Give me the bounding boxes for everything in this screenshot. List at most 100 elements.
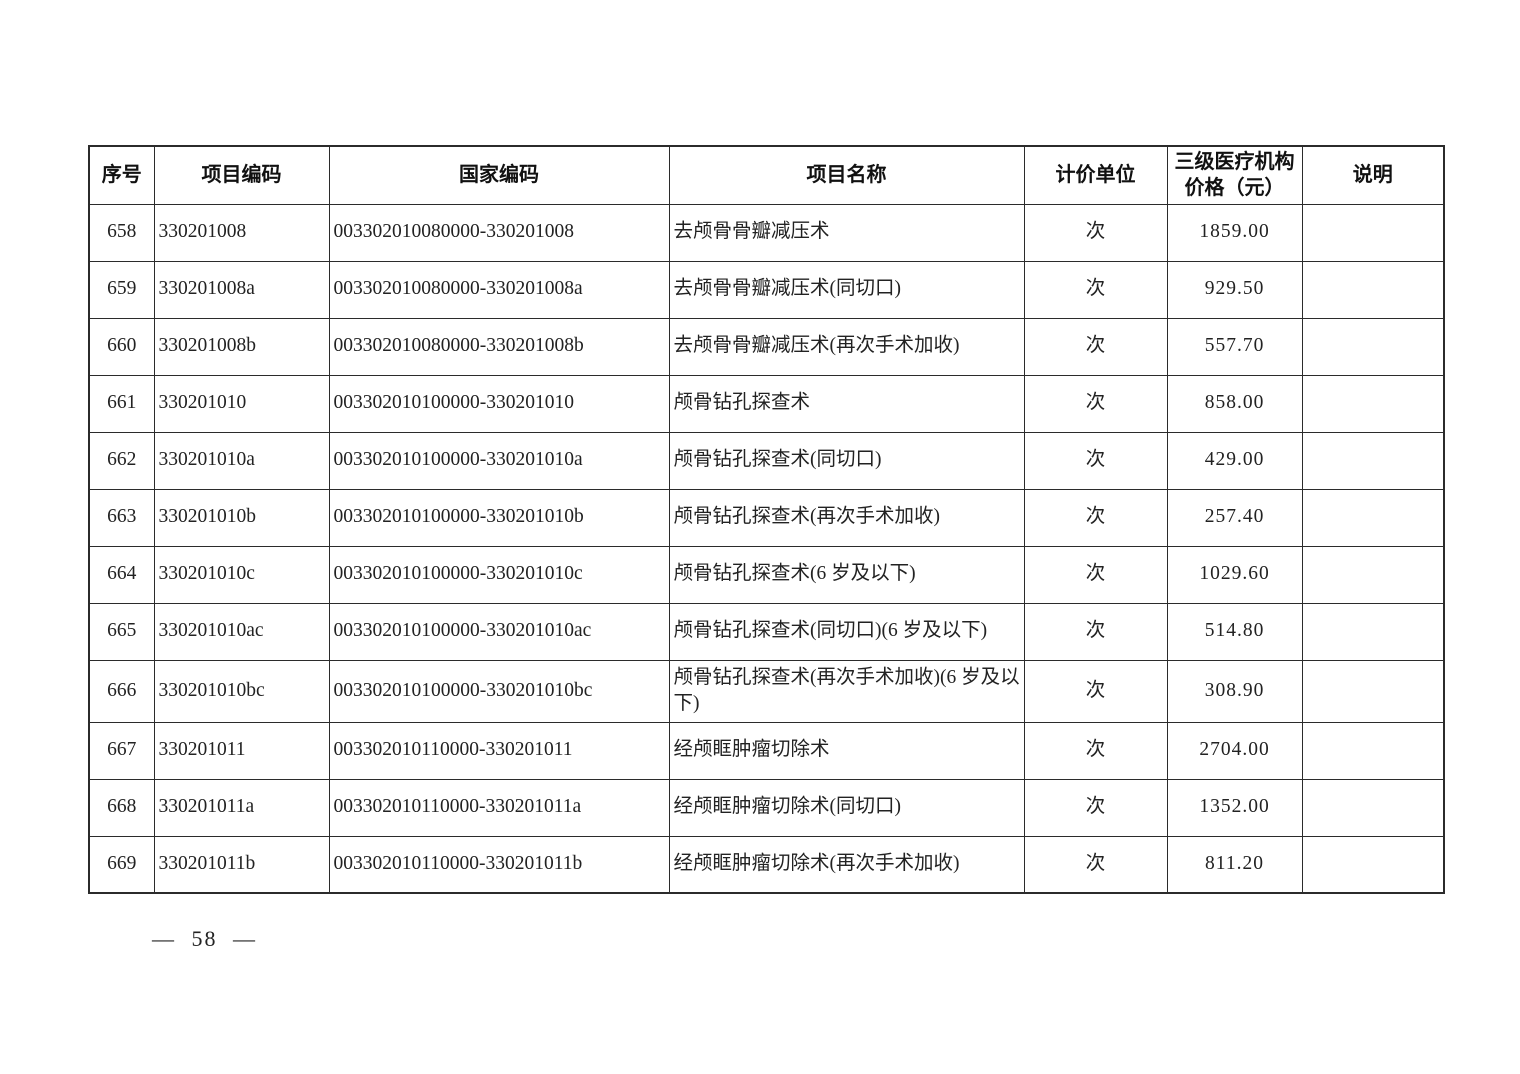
cell-note xyxy=(1301,721,1445,780)
cell-price: 929.50 xyxy=(1166,260,1303,319)
table-header: 序号 项目编码 国家编码 项目名称 计价单位 三级医疗机构 价格（元） 说明 xyxy=(88,145,1445,205)
cell-price: 514.80 xyxy=(1166,602,1303,661)
cell-national-code: 003302010100000-330201010b xyxy=(328,488,670,547)
cell-note xyxy=(1301,260,1445,319)
cell-project-code: 330201010a xyxy=(153,431,330,490)
header-unit: 计价单位 xyxy=(1023,145,1168,205)
cell-project-code: 330201011b xyxy=(153,835,330,894)
cell-price: 308.90 xyxy=(1166,659,1303,723)
cell-project-code: 330201010c xyxy=(153,545,330,604)
cell-project-code: 330201008 xyxy=(153,203,330,262)
cell-unit: 次 xyxy=(1023,659,1168,723)
table-row-666: 666 330201010bc 003302010100000-33020101… xyxy=(88,659,1445,723)
cell-project-name: 去颅骨骨瓣减压术(同切口) xyxy=(668,260,1025,319)
cell-seq: 669 xyxy=(88,835,155,894)
cell-seq: 659 xyxy=(88,260,155,319)
cell-price: 1029.60 xyxy=(1166,545,1303,604)
cell-seq: 662 xyxy=(88,431,155,490)
cell-price: 811.20 xyxy=(1166,835,1303,894)
cell-project-name: 颅骨钻孔探查术 xyxy=(668,374,1025,433)
cell-unit: 次 xyxy=(1023,778,1168,837)
cell-project-name: 去颅骨骨瓣减压术 xyxy=(668,203,1025,262)
table-row-664: 664 330201010c 003302010100000-330201010… xyxy=(88,545,1445,604)
cell-price: 1859.00 xyxy=(1166,203,1303,262)
cell-price: 257.40 xyxy=(1166,488,1303,547)
cell-note xyxy=(1301,545,1445,604)
cell-note xyxy=(1301,431,1445,490)
table-row-668: 668 330201011a 003302010110000-330201011… xyxy=(88,778,1445,837)
table-row-659: 659 330201008a 003302010080000-330201008… xyxy=(88,260,1445,319)
header-national-code: 国家编码 xyxy=(328,145,670,205)
cell-project-name: 颅骨钻孔探查术(同切口) xyxy=(668,431,1025,490)
cell-note xyxy=(1301,488,1445,547)
cell-seq: 665 xyxy=(88,602,155,661)
table-row-663: 663 330201010b 003302010100000-330201010… xyxy=(88,488,1445,547)
cell-national-code: 003302010100000-330201010a xyxy=(328,431,670,490)
table-row-665: 665 330201010ac 003302010100000-33020101… xyxy=(88,602,1445,661)
cell-national-code: 003302010110000-330201011 xyxy=(328,721,670,780)
page-number: — 58 — xyxy=(152,926,257,951)
cell-note xyxy=(1301,317,1445,376)
cell-project-name: 经颅眶肿瘤切除术(再次手术加收) xyxy=(668,835,1025,894)
table-row-661: 661 330201010 003302010100000-330201010 … xyxy=(88,374,1445,433)
cell-price: 858.00 xyxy=(1166,374,1303,433)
cell-project-name: 经颅眶肿瘤切除术(同切口) xyxy=(668,778,1025,837)
cell-project-name: 颅骨钻孔探查术(同切口)(6 岁及以下) xyxy=(668,602,1025,661)
header-seq: 序号 xyxy=(88,145,155,205)
cell-note xyxy=(1301,203,1445,262)
cell-price: 557.70 xyxy=(1166,317,1303,376)
cell-note xyxy=(1301,778,1445,837)
cell-seq: 667 xyxy=(88,721,155,780)
header-note: 说明 xyxy=(1301,145,1445,205)
cell-national-code: 003302010100000-330201010c xyxy=(328,545,670,604)
cell-project-code: 330201010 xyxy=(153,374,330,433)
header-project-name: 项目名称 xyxy=(668,145,1025,205)
cell-seq: 668 xyxy=(88,778,155,837)
cell-project-code: 330201010ac xyxy=(153,602,330,661)
cell-unit: 次 xyxy=(1023,721,1168,780)
cell-project-name: 经颅眶肿瘤切除术 xyxy=(668,721,1025,780)
header-price-line2: 价格（元） xyxy=(1184,177,1285,200)
cell-national-code: 003302010110000-330201011b xyxy=(328,835,670,894)
cell-price: 1352.00 xyxy=(1166,778,1303,837)
cell-seq: 660 xyxy=(88,317,155,376)
cell-project-code: 330201011 xyxy=(153,721,330,780)
cell-national-code: 003302010100000-330201010 xyxy=(328,374,670,433)
cell-project-name: 颅骨钻孔探查术(再次手术加收) xyxy=(668,488,1025,547)
table-row-662: 662 330201010a 003302010100000-330201010… xyxy=(88,431,1445,490)
cell-project-code: 330201011a xyxy=(153,778,330,837)
header-price: 三级医疗机构 价格（元） xyxy=(1166,145,1303,205)
cell-seq: 666 xyxy=(88,659,155,723)
cell-unit: 次 xyxy=(1023,374,1168,433)
cell-price: 429.00 xyxy=(1166,431,1303,490)
cell-project-name: 颅骨钻孔探查术(6 岁及以下) xyxy=(668,545,1025,604)
cell-note xyxy=(1301,374,1445,433)
cell-national-code: 003302010100000-330201010bc xyxy=(328,659,670,723)
cell-price: 2704.00 xyxy=(1166,721,1303,780)
cell-seq: 661 xyxy=(88,374,155,433)
cell-note xyxy=(1301,602,1445,661)
cell-project-name: 颅骨钻孔探查术(再次手术加收)(6 岁及以下) xyxy=(668,659,1025,723)
cell-note xyxy=(1301,835,1445,894)
cell-unit: 次 xyxy=(1023,203,1168,262)
header-price-line1: 三级医疗机构 xyxy=(1174,151,1295,174)
price-table: 序号 项目编码 国家编码 项目名称 计价单位 三级医疗机构 价格（元） 说明 6… xyxy=(88,145,1445,894)
header-project-code: 项目编码 xyxy=(153,145,330,205)
cell-unit: 次 xyxy=(1023,260,1168,319)
cell-project-code: 330201010b xyxy=(153,488,330,547)
table-row-658: 658 330201008 003302010080000-330201008 … xyxy=(88,203,1445,262)
table-row-669: 669 330201011b 003302010110000-330201011… xyxy=(88,835,1445,894)
header-row: 序号 项目编码 国家编码 项目名称 计价单位 三级医疗机构 价格（元） 说明 xyxy=(88,145,1445,205)
cell-unit: 次 xyxy=(1023,488,1168,547)
cell-project-code: 330201008a xyxy=(153,260,330,319)
cell-seq: 664 xyxy=(88,545,155,604)
cell-national-code: 003302010080000-330201008 xyxy=(328,203,670,262)
table-row-667: 667 330201011 003302010110000-330201011 … xyxy=(88,721,1445,780)
cell-note xyxy=(1301,659,1445,723)
cell-national-code: 003302010080000-330201008a xyxy=(328,260,670,319)
cell-national-code: 003302010110000-330201011a xyxy=(328,778,670,837)
cell-unit: 次 xyxy=(1023,602,1168,661)
cell-project-code: 330201008b xyxy=(153,317,330,376)
table-row-660: 660 330201008b 003302010080000-330201008… xyxy=(88,317,1445,376)
